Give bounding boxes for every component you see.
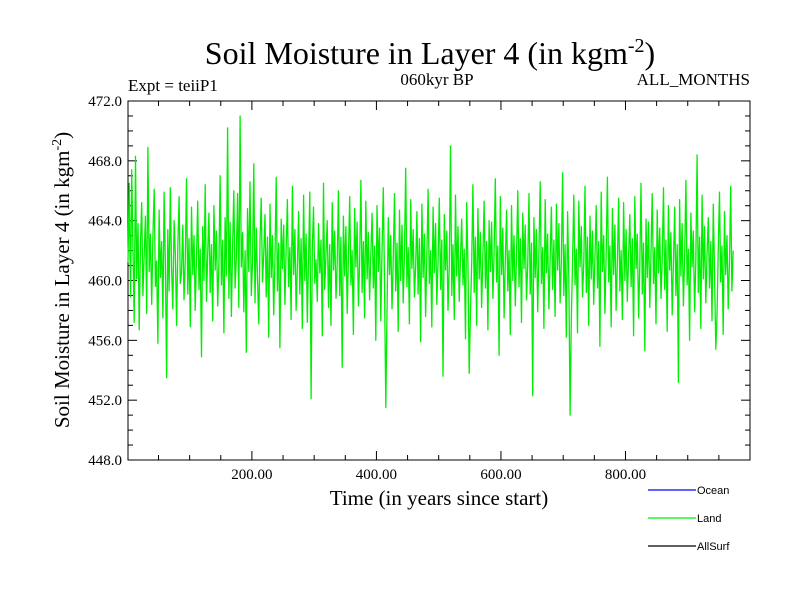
y-axis-label: Soil Moisture in Layer 4 (in kgm-2) — [50, 132, 74, 428]
x-axis: 200.00 400.00 600.00 800.00 — [231, 101, 646, 483]
y-tick-label: 468.0 — [88, 154, 122, 170]
x-tick-label: 600.00 — [480, 467, 521, 483]
legend: Ocean Land AllSurf — [648, 485, 730, 553]
period-label: 060kyr BP — [400, 70, 473, 89]
legend-label: Ocean — [697, 485, 729, 497]
y-axis: 448.0 452.0 456.0 460.0 464.0 468.0 472.0 — [88, 94, 750, 469]
legend-label: AllSurf — [697, 541, 730, 553]
chart-title: Soil Moisture in Layer 4 (in kgm-2) — [205, 35, 655, 71]
minor-ticks — [128, 101, 750, 460]
y-tick-label: 448.0 — [88, 453, 122, 469]
chart-title-superscript: -2 — [628, 35, 645, 57]
x-tick-label: 800.00 — [605, 467, 646, 483]
y-axis-label-close: ) — [50, 132, 74, 139]
legend-label: Land — [697, 513, 721, 525]
y-axis-label-main: Soil Moisture in Layer 4 (in kgm — [50, 151, 74, 429]
x-tick-label: 400.00 — [356, 467, 397, 483]
x-tick-label: 200.00 — [231, 467, 272, 483]
chart-title-close: ) — [645, 35, 656, 71]
y-tick-label: 452.0 — [88, 393, 122, 409]
series-line-land — [127, 115, 734, 416]
y-tick-label: 460.0 — [88, 274, 122, 290]
experiment-label: Expt = teiiP1 — [128, 76, 218, 95]
plot-area — [127, 115, 734, 416]
chart-title-main: Soil Moisture in Layer 4 (in kgm — [205, 35, 628, 71]
y-tick-label: 472.0 — [88, 94, 122, 110]
y-tick-label: 464.0 — [88, 214, 122, 230]
y-tick-label: 456.0 — [88, 333, 122, 349]
x-axis-label: Time (in years since start) — [330, 486, 549, 510]
months-label: ALL_MONTHS — [637, 70, 750, 89]
y-axis-label-superscript: -2 — [50, 139, 65, 151]
